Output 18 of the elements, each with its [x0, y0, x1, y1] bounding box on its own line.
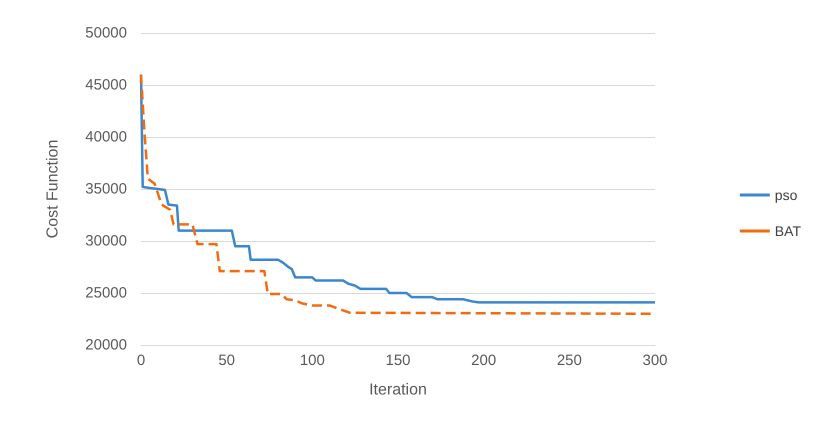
x-tick-label: 100 — [300, 352, 325, 369]
y-tick-label: 35000 — [85, 180, 127, 198]
y-tick-label: 50000 — [85, 24, 127, 42]
y-tick-label: 45000 — [85, 76, 127, 94]
x-tick-label: 250 — [556, 352, 582, 369]
x-tick-label: 0 — [136, 352, 146, 369]
y-axis-title: Cost Function — [44, 140, 62, 238]
x-tick-label: 300 — [642, 352, 668, 369]
y-tick-label: 20000 — [85, 336, 127, 354]
y-tick-label: 40000 — [85, 128, 127, 146]
y-tick-label: 25000 — [85, 284, 127, 302]
y-tick-label: 30000 — [85, 232, 127, 250]
x-tick-label: 200 — [471, 352, 496, 369]
legend-label: BAT — [774, 223, 802, 239]
legend-label: pso — [774, 187, 798, 203]
x-tick-label: 150 — [385, 352, 411, 369]
x-axis-title: Iteration — [369, 382, 427, 398]
x-tick-label: 50 — [218, 352, 236, 369]
